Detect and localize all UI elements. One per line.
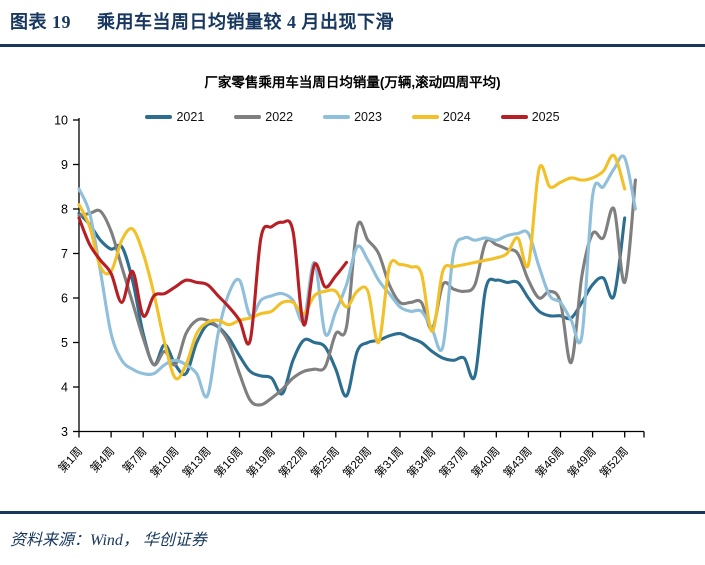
x-tick-label: 第19周 (243, 444, 277, 480)
series-line-2021 (77, 211, 627, 398)
x-tick-label: 第37周 (436, 444, 470, 480)
series-line-2025 (77, 216, 349, 346)
source-note: 资料来源：Wind， 华创证券 (10, 532, 207, 549)
legend-swatch-2021 (145, 115, 173, 119)
x-tick-label: 第25周 (308, 444, 342, 480)
legend-item-2022: 2022 (234, 110, 293, 124)
x-tick-label: 第10周 (147, 444, 181, 480)
y-tick-label: 4 (61, 381, 68, 395)
x-tick-label: 第43周 (500, 444, 534, 480)
x-tick-label: 第7周 (119, 444, 149, 475)
x-tick-label: 第31周 (372, 444, 406, 480)
x-tick-label: 第16周 (211, 444, 245, 480)
legend-label-2022: 2022 (265, 110, 294, 124)
x-tick-label: 第40周 (468, 444, 502, 480)
figure-number: 图表 19 (10, 12, 71, 32)
y-tick-label: 3 (61, 425, 68, 439)
x-tick-label: 第46周 (532, 444, 566, 480)
chart-legend: 2021 2022 2023 2024 2025 (0, 110, 705, 124)
bottom-divider (0, 511, 705, 514)
legend-swatch-2024 (411, 115, 439, 119)
x-tick-label: 第49周 (564, 444, 598, 480)
legend-item-2025: 2025 (500, 110, 560, 124)
x-tick-label: 第28周 (340, 444, 374, 480)
x-tick-label: 第52周 (597, 444, 631, 480)
x-tick-label: 第1周 (55, 444, 85, 475)
chart-plot: 3 4 5 6 7 8 9 10 第1周 第4周 第7周 第10周 第13周 第16周 第19周 第22周 第2… (54, 114, 645, 480)
x-tick-label: 第22周 (276, 444, 310, 480)
legend-item-2024: 2024 (411, 110, 471, 124)
legend-label-2021: 2021 (176, 110, 205, 124)
top-divider (0, 44, 705, 47)
y-tick-label: 10 (54, 114, 68, 128)
legend-label-2024: 2024 (442, 110, 471, 124)
legend-label-2025: 2025 (531, 110, 560, 124)
y-tick-label: 8 (61, 203, 68, 217)
y-tick-label: 5 (61, 336, 68, 350)
y-tick-label: 9 (61, 158, 68, 172)
legend-swatch-2022 (234, 115, 262, 119)
x-tick-label: 第4周 (87, 444, 117, 475)
figure-title: 乘用车当周日均销量较 4 月出现下滑 (97, 12, 394, 32)
legend-swatch-2025 (500, 115, 528, 119)
chart-title: 厂家零售乘用车当周日均销量(万辆,滚动四周平均) (204, 75, 501, 90)
legend-swatch-2023 (323, 115, 351, 119)
series-line-2023 (77, 154, 637, 399)
x-tick-label: 第34周 (404, 444, 438, 480)
y-tick-label: 6 (61, 292, 68, 306)
series-line-2022 (77, 178, 637, 407)
legend-label-2023: 2023 (354, 110, 382, 124)
figure-header: 图表 19 乘用车当周日均销量较 4 月出现下滑 (10, 8, 394, 34)
legend-item-2021: 2021 (145, 110, 204, 124)
legend-item-2023: 2023 (323, 110, 382, 124)
x-tick-label: 第13周 (179, 444, 213, 480)
y-tick-label: 7 (61, 247, 68, 261)
series-line-2024 (77, 153, 627, 381)
